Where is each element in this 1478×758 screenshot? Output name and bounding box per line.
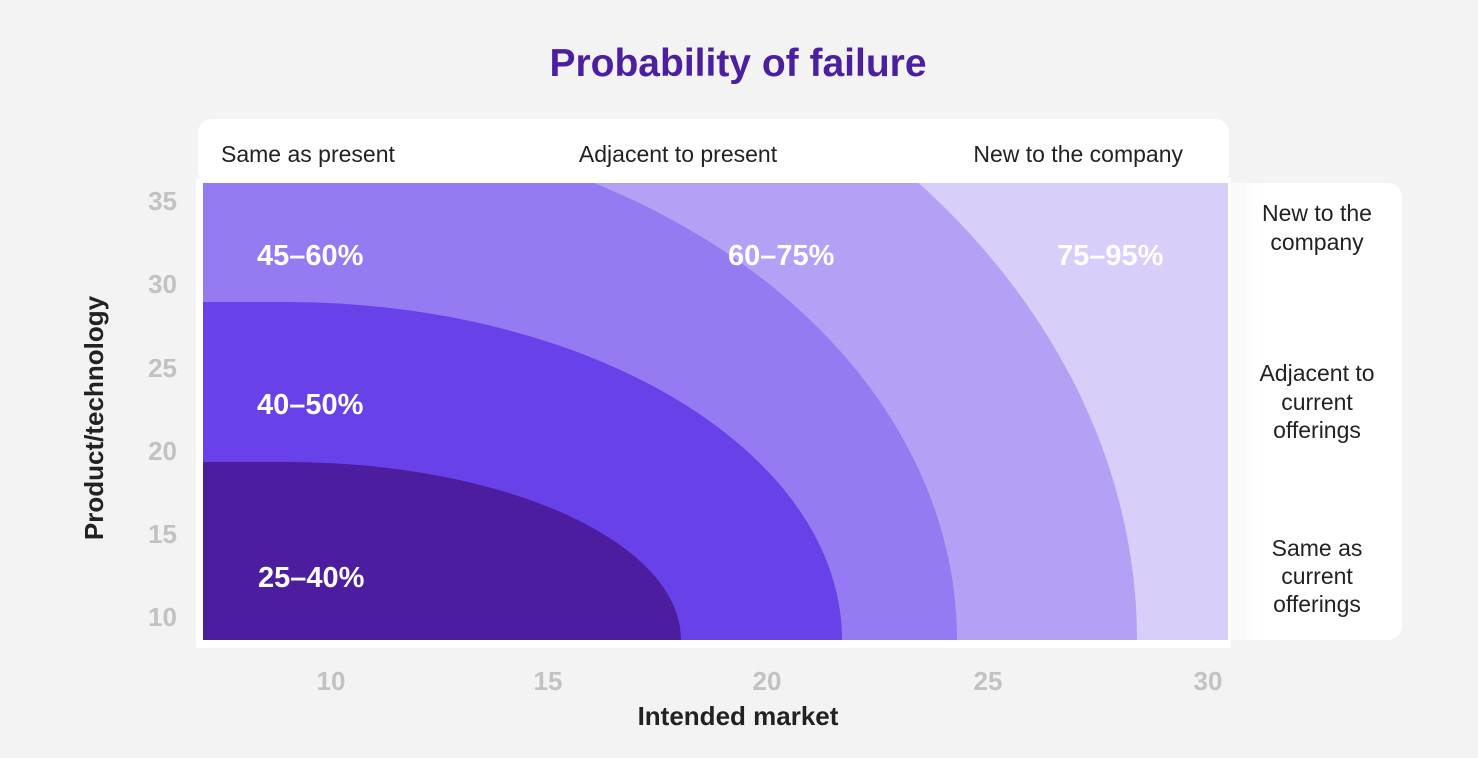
right-category-same: Same as current offerings [1272,535,1363,617]
zone-label-60-75: 60–75% [728,240,835,272]
probability-zones [203,183,1228,640]
y-axis-ticks: 35 30 25 20 15 10 [148,186,177,632]
top-category-same: Same as present [221,141,395,167]
y-tick-label: 35 [148,186,177,216]
right-category-panel [1195,183,1402,640]
x-tick-label: 20 [753,666,782,696]
zone-label-75-95: 75–95% [1057,240,1164,272]
zone-label-25-40: 25–40% [258,562,365,594]
top-category-panel [198,119,1229,185]
x-tick-label: 10 [317,666,346,696]
y-tick-label: 10 [148,602,177,632]
y-axis-title: Product/technology [79,295,109,540]
x-tick-label: 30 [1194,666,1223,696]
y-tick-label: 30 [148,269,177,299]
y-tick-label: 15 [148,519,177,549]
zone-label-45-60: 45–60% [257,240,364,272]
y-tick-label: 20 [148,436,177,466]
x-axis-title: Intended market [638,701,839,731]
x-tick-label: 25 [974,666,1003,696]
x-axis-ticks: 10 15 20 25 30 [317,666,1223,696]
zone-25-40 [203,462,681,640]
right-category-new: New to the company [1262,200,1372,255]
zone-label-40-50: 40–50% [257,389,364,421]
y-tick-label: 25 [148,353,177,383]
top-category-adjacent: Adjacent to present [579,141,778,167]
chart-title: Probability of failure [549,42,926,85]
top-category-new: New to the company [973,141,1183,167]
x-tick-label: 15 [534,666,563,696]
right-category-adjacent: Adjacent to current offerings [1259,360,1374,443]
